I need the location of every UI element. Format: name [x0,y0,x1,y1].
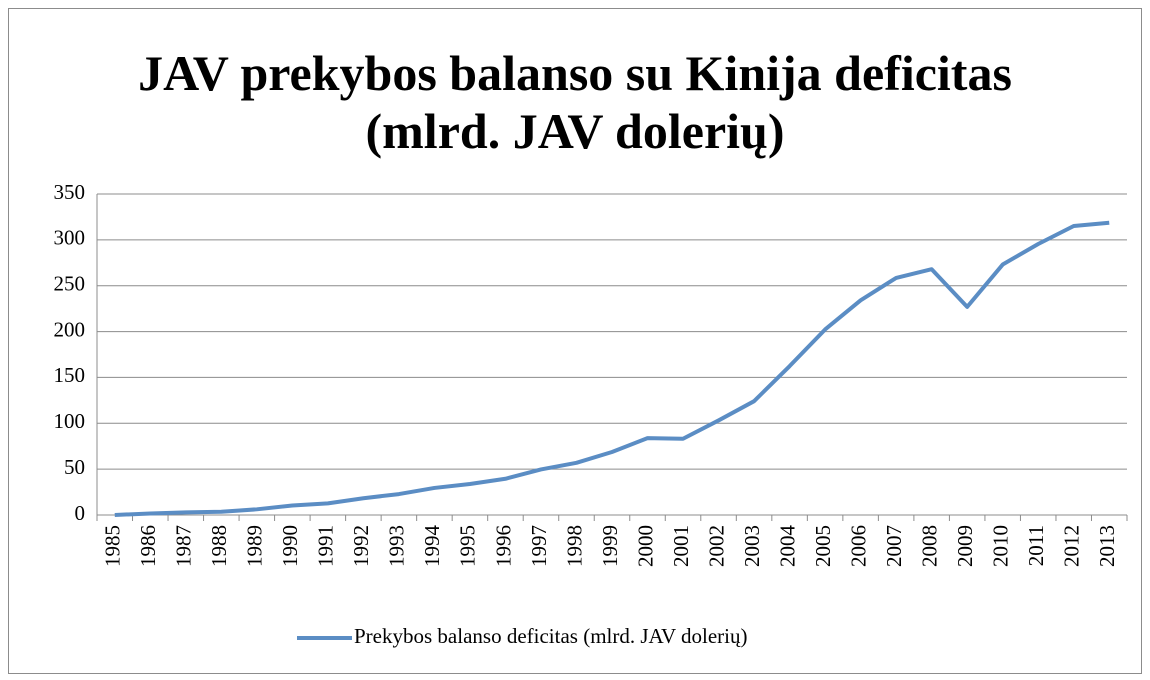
x-tick-label: 2013 [1095,525,1119,567]
data-line [114,220,1110,517]
x-tick-label: 2000 [633,525,657,567]
x-tick-label: 1996 [491,525,515,567]
x-tick-label: 2009 [953,525,977,567]
x-tick-label: 2002 [704,525,728,567]
legend-label: Prekybos balanso deficitas (mlrd. JAV do… [354,624,748,648]
x-tick-label: 1990 [278,525,302,567]
x-tick-label: 2012 [1060,525,1084,567]
y-tick-label: 300 [54,226,86,250]
x-tick-label: 2010 [989,525,1013,567]
x-tick-label: 2005 [811,525,835,567]
x-tick-label: 1987 [172,525,196,567]
x-tick-label: 1999 [598,525,622,567]
x-tick-label: 2003 [740,525,764,567]
x-tick-label: 2011 [1024,525,1048,566]
y-tick-label: 200 [54,317,86,341]
y-tick-label: 50 [64,455,85,479]
x-tick-label: 1998 [562,525,586,567]
x-tick-label: 1992 [349,525,373,567]
x-tick-label: 1994 [420,525,444,568]
y-tick-label: 250 [54,272,86,296]
x-tick-label: 2004 [775,525,799,568]
x-tick-label: 1993 [385,525,409,567]
x-tick-label: 2001 [669,525,693,567]
chart-title: JAV prekybos balanso su Kinija deficitas… [138,45,1012,159]
x-tick-label: 1997 [527,525,551,567]
y-tick-label: 150 [54,363,86,387]
x-tick-label: 2007 [882,525,906,567]
x-tick-label: 2006 [846,525,870,567]
x-tick-label: 2008 [917,525,941,567]
x-tick-label: 1986 [136,525,160,567]
y-tick-label: 350 [54,180,86,204]
x-tick-label: 1985 [101,525,125,567]
x-tick-label: 1989 [243,525,267,567]
x-tick-label: 1988 [207,525,231,567]
x-tick-label: 1991 [314,525,338,567]
chart-frame [8,8,1142,674]
x-tick-label: 1995 [456,525,480,567]
y-tick-label: 0 [75,501,86,525]
y-tick-label: 100 [54,409,86,433]
